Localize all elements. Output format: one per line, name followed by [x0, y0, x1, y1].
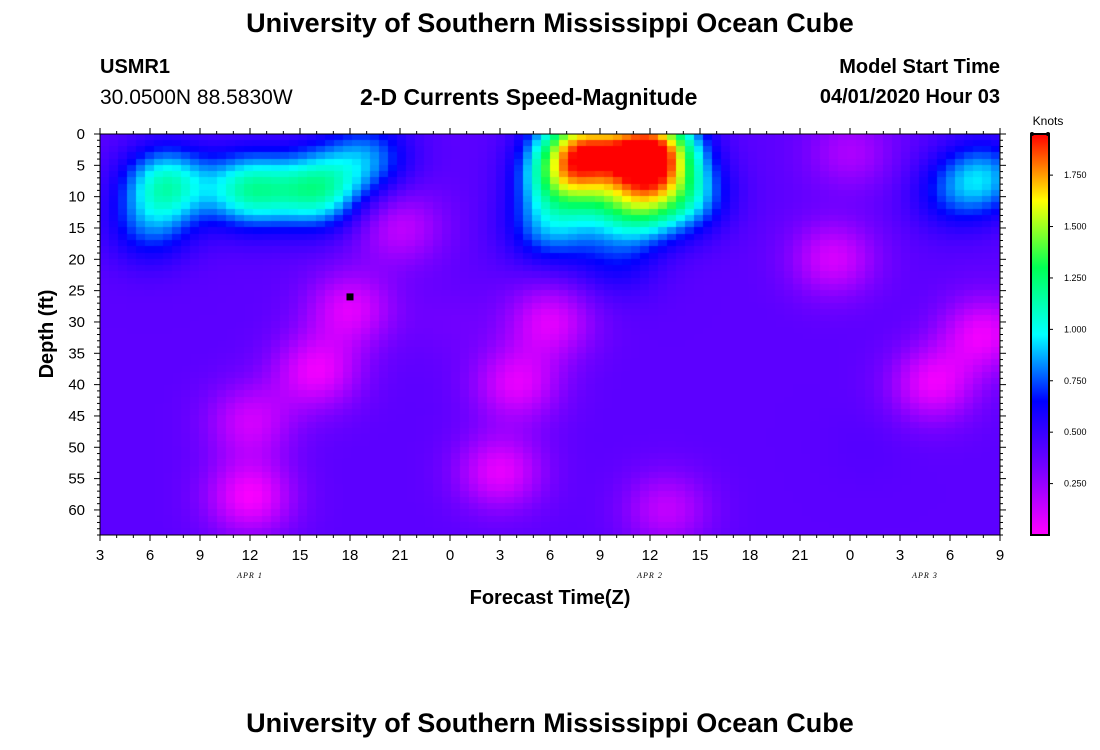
- station-id: USMR1: [100, 56, 171, 78]
- model-start-label: Model Start Time: [839, 56, 1000, 78]
- colorbar-tick-label: 1.250: [1064, 273, 1087, 283]
- x-tick-label: 9: [996, 547, 1004, 564]
- colorbar-tick-label: 0.250: [1064, 479, 1087, 489]
- y-tick-label: 15: [68, 220, 85, 237]
- y-tick-label: 35: [68, 345, 85, 362]
- date-label: APR 1: [236, 571, 263, 580]
- station-coordinates: 30.0500N 88.5830W: [100, 86, 293, 109]
- colorbar-tick-label: 1.000: [1064, 324, 1087, 334]
- date-label: APR 3: [911, 571, 938, 580]
- model-start-time: 04/01/2020 Hour 03: [819, 86, 1000, 108]
- main-title: University of Southern Mississippi Ocean…: [246, 8, 854, 38]
- plot-title: 2-D Currents Speed-Magnitude: [360, 84, 698, 110]
- x-tick-label: 0: [446, 547, 454, 564]
- footer-title: University of Southern Mississippi Ocean…: [246, 708, 854, 738]
- date-label: APR 2: [636, 571, 663, 580]
- colorbar-tick-label: 0.500: [1064, 427, 1087, 437]
- x-tick-label: 15: [292, 547, 309, 564]
- x-tick-label: 6: [546, 547, 554, 564]
- x-tick-label: 3: [496, 547, 504, 564]
- x-tick-label: 9: [196, 547, 204, 564]
- x-tick-label: 15: [692, 547, 709, 564]
- x-tick-label: 6: [946, 547, 954, 564]
- x-tick-label: 12: [242, 547, 259, 564]
- x-tick-label: 18: [742, 547, 759, 564]
- y-tick-label: 45: [68, 408, 85, 425]
- y-axis-label: Depth (ft): [36, 290, 58, 379]
- colorbar-tick-label: 1.750: [1064, 170, 1087, 180]
- x-axis-label: Forecast Time(Z): [470, 587, 631, 609]
- y-tick-label: 20: [68, 251, 85, 268]
- y-tick-label: 60: [68, 502, 85, 519]
- colorbar-cap: [1030, 132, 1034, 136]
- x-tick-label: 18: [342, 547, 359, 564]
- y-tick-label: 50: [68, 439, 85, 456]
- colorbar-tick-label: 0.750: [1064, 376, 1087, 386]
- y-tick-label: 5: [77, 157, 85, 174]
- x-tick-label: 6: [146, 547, 154, 564]
- heatmap-area: [100, 134, 1000, 535]
- x-tick-label: 0: [846, 547, 854, 564]
- x-tick-label: 21: [392, 547, 409, 564]
- y-tick-label: 55: [68, 471, 85, 488]
- station-marker: [346, 293, 354, 301]
- colorbar-cap: [1046, 132, 1050, 136]
- heatmap-canvas: [100, 134, 1000, 535]
- colorbar: [1030, 133, 1050, 536]
- y-tick-label: 10: [68, 189, 85, 206]
- colorbar-tick-label: 1.500: [1064, 222, 1087, 232]
- y-tick-label: 25: [68, 283, 85, 300]
- y-tick-label: 40: [68, 377, 85, 394]
- colorbar-title: Knots: [1033, 114, 1064, 128]
- x-tick-label: 3: [96, 547, 104, 564]
- x-tick-label: 9: [596, 547, 604, 564]
- y-tick-label: 0: [77, 126, 85, 143]
- x-tick-label: 21: [792, 547, 809, 564]
- x-tick-label: 3: [896, 547, 904, 564]
- x-tick-label: 12: [642, 547, 659, 564]
- y-tick-label: 30: [68, 314, 85, 331]
